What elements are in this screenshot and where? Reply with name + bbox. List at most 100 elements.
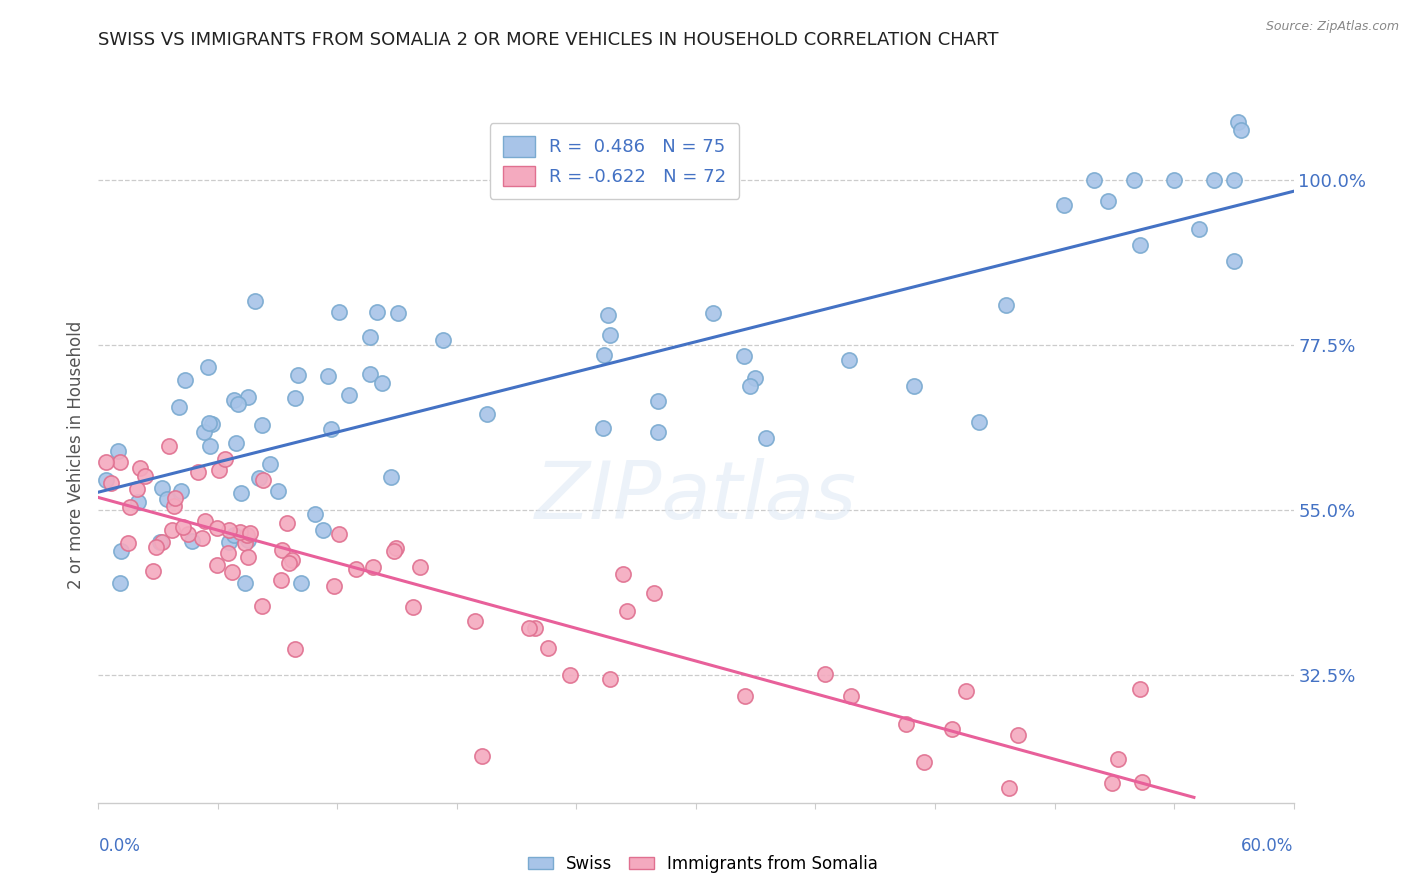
Point [894, 716, 917, 731]
Point [1123, 173, 1146, 187]
Point [150, 481, 173, 495]
Point [233, 576, 256, 591]
Point [994, 298, 1017, 312]
Point [167, 401, 190, 415]
Point [371, 376, 394, 390]
Point [198, 416, 221, 430]
Point [221, 565, 243, 579]
Point [596, 308, 619, 322]
Point [755, 431, 778, 445]
Point [998, 780, 1021, 795]
Point [205, 521, 228, 535]
Point [524, 621, 547, 635]
Text: 0.0%: 0.0% [98, 837, 141, 855]
Point [643, 586, 665, 600]
Point [1226, 114, 1249, 128]
Point [387, 306, 409, 320]
Point [647, 394, 669, 409]
Point [284, 642, 307, 657]
Y-axis label: 2 or more Vehicles in Household: 2 or more Vehicles in Household [66, 321, 84, 589]
Point [163, 500, 186, 514]
Point [214, 452, 236, 467]
Point [382, 543, 405, 558]
Point [744, 371, 766, 385]
Point [134, 468, 156, 483]
Legend: Swiss, Immigrants from Somalia: Swiss, Immigrants from Somalia [522, 848, 884, 880]
Point [107, 443, 129, 458]
Point [284, 391, 307, 405]
Point [233, 536, 256, 550]
Point [290, 576, 312, 591]
Point [218, 534, 240, 549]
Point [108, 455, 131, 469]
Point [217, 546, 239, 560]
Point [236, 527, 259, 541]
Point [475, 407, 498, 421]
Point [337, 388, 360, 402]
Text: ZIPatlas: ZIPatlas [534, 458, 858, 536]
Point [128, 460, 150, 475]
Point [384, 541, 406, 555]
Point [359, 330, 381, 344]
Point [271, 542, 294, 557]
Point [409, 559, 432, 574]
Legend: R =  0.486   N = 75, R = -0.622   N = 72: R = 0.486 N = 75, R = -0.622 N = 72 [489, 123, 740, 199]
Point [941, 722, 963, 736]
Point [208, 463, 231, 477]
Point [1129, 238, 1152, 252]
Point [250, 599, 273, 613]
Point [252, 418, 274, 433]
Point [471, 748, 494, 763]
Point [287, 368, 309, 382]
Point [236, 533, 259, 547]
Point [560, 668, 582, 682]
Point [740, 379, 762, 393]
Point [838, 353, 860, 368]
Point [120, 500, 142, 514]
Point [225, 435, 247, 450]
Point [197, 359, 219, 374]
Point [110, 544, 132, 558]
Point [1130, 775, 1153, 789]
Point [252, 473, 274, 487]
Point [205, 558, 228, 572]
Point [198, 439, 221, 453]
Point [328, 526, 350, 541]
Point [226, 396, 249, 410]
Point [1230, 123, 1253, 137]
Point [238, 549, 260, 564]
Point [276, 516, 298, 530]
Point [359, 367, 381, 381]
Point [1129, 681, 1152, 696]
Point [222, 528, 245, 542]
Point [142, 564, 165, 578]
Point [191, 531, 214, 545]
Point [194, 514, 217, 528]
Point [734, 689, 756, 703]
Point [145, 540, 167, 554]
Point [616, 604, 638, 618]
Point [157, 439, 180, 453]
Point [599, 327, 621, 342]
Point [150, 535, 173, 549]
Point [229, 524, 252, 539]
Point [647, 425, 669, 439]
Point [517, 621, 540, 635]
Point [117, 535, 139, 549]
Point [96, 455, 118, 469]
Point [125, 482, 148, 496]
Point [94, 473, 117, 487]
Point [108, 576, 131, 591]
Point [402, 599, 425, 614]
Point [1083, 173, 1105, 187]
Point [814, 667, 837, 681]
Point [380, 470, 402, 484]
Point [218, 524, 240, 538]
Point [903, 379, 925, 393]
Point [1202, 173, 1225, 187]
Point [193, 425, 215, 439]
Point [222, 392, 245, 407]
Point [328, 305, 350, 319]
Point [344, 561, 367, 575]
Point [270, 573, 292, 587]
